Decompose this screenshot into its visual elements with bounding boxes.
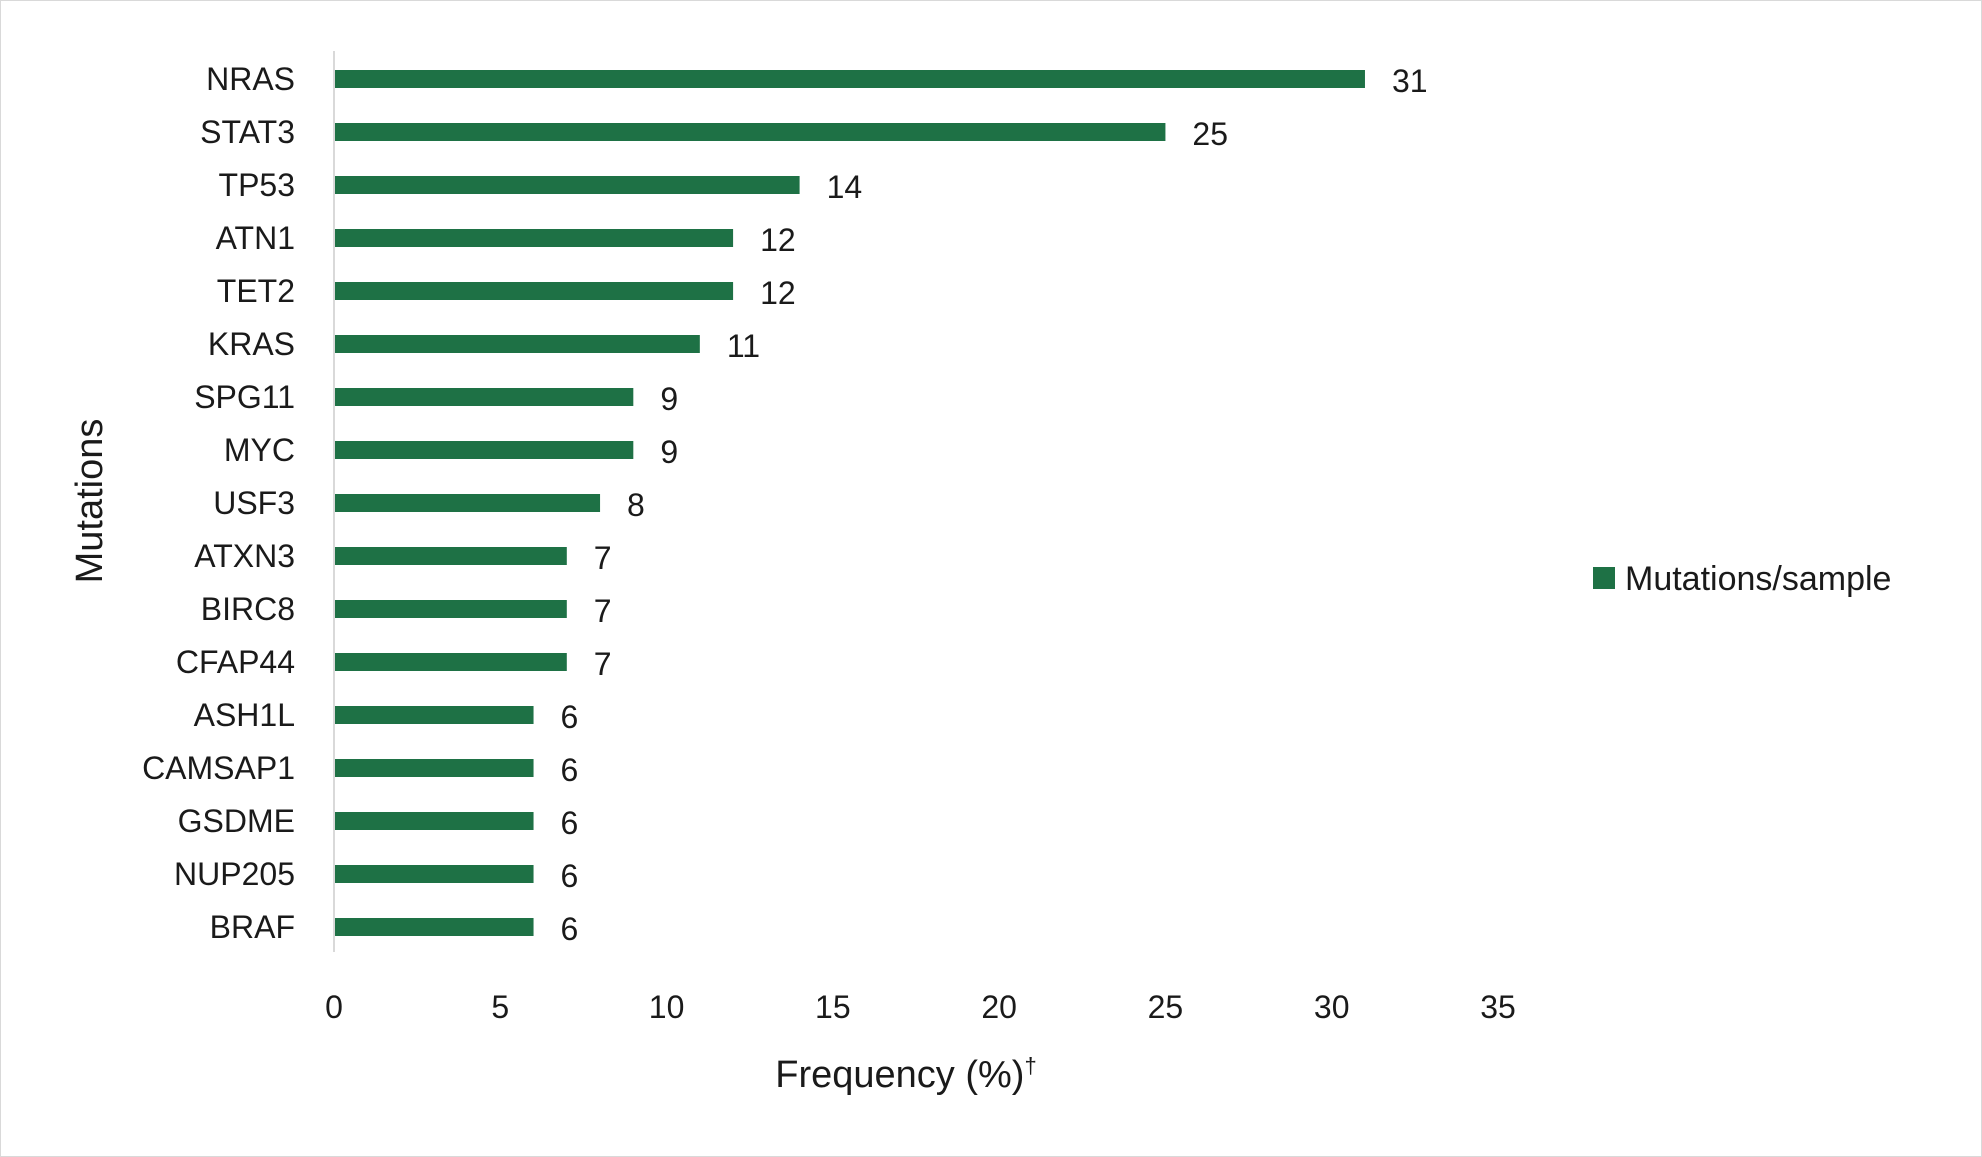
data-label: 8 xyxy=(627,487,645,523)
bar-kras xyxy=(334,335,700,353)
data-label: 12 xyxy=(760,222,796,258)
data-label: 6 xyxy=(561,805,579,841)
category-label: NRAS xyxy=(206,61,295,97)
bar-gsdme xyxy=(334,812,534,830)
category-label: BIRC8 xyxy=(201,591,295,627)
bar-myc xyxy=(334,441,634,459)
data-label: 6 xyxy=(561,858,579,894)
x-tick-label: 0 xyxy=(325,989,343,1025)
category-label: KRAS xyxy=(208,326,295,362)
x-tick-label: 25 xyxy=(1148,989,1184,1025)
category-labels: NRAS STAT3 TP53 ATN1 TET2 KRAS SPG11 MYC USF3 ATX… xyxy=(142,61,295,945)
x-axis-title-superscript: † xyxy=(1024,1053,1036,1078)
bar-tet2 xyxy=(334,282,734,300)
category-label: BRAF xyxy=(210,909,295,945)
bar-nup205 xyxy=(334,865,534,883)
category-label: CFAP44 xyxy=(176,644,295,680)
legend-swatch xyxy=(1593,567,1615,589)
y-axis-title: Mutations xyxy=(69,419,111,584)
legend-label: Mutations/sample xyxy=(1625,560,1891,598)
data-label: 9 xyxy=(660,381,678,417)
bar-cfap44 xyxy=(334,653,567,671)
data-label: 11 xyxy=(727,328,760,364)
data-label: 25 xyxy=(1192,116,1228,152)
category-label: TET2 xyxy=(217,273,295,309)
category-label: MYC xyxy=(224,432,295,468)
x-axis-title-text: Frequency (%) xyxy=(775,1054,1024,1096)
data-label: 12 xyxy=(760,275,796,311)
data-label: 7 xyxy=(594,593,612,629)
bar-usf3 xyxy=(334,494,601,512)
category-label: ATN1 xyxy=(216,220,295,256)
data-label: 7 xyxy=(594,646,612,682)
category-label: TP53 xyxy=(219,167,295,203)
category-label: CAMSAP1 xyxy=(142,750,295,786)
x-tick-label: 30 xyxy=(1314,989,1350,1025)
legend: Mutations/sample xyxy=(1593,560,1891,598)
data-label: 6 xyxy=(561,752,579,788)
bar-nras xyxy=(334,70,1365,88)
bar-ash1l xyxy=(334,706,534,724)
data-label: 14 xyxy=(827,169,863,205)
category-label: ASH1L xyxy=(194,697,295,733)
data-label: 7 xyxy=(594,540,612,576)
data-label: 6 xyxy=(561,699,579,735)
x-tick-label: 5 xyxy=(491,989,509,1025)
x-tick-label: 35 xyxy=(1480,989,1516,1025)
bar-stat3 xyxy=(334,123,1166,141)
bars-layer xyxy=(334,70,1365,936)
bar-camsap1 xyxy=(334,759,534,777)
category-label: GSDME xyxy=(178,803,295,839)
category-label: NUP205 xyxy=(174,856,295,892)
bar-braf xyxy=(334,918,534,936)
bar-tp53 xyxy=(334,176,800,194)
data-label: 6 xyxy=(561,911,579,947)
category-label: SPG11 xyxy=(194,379,295,415)
category-label: USF3 xyxy=(213,485,295,521)
x-tick-labels: 0 5 10 15 20 25 30 35 xyxy=(325,989,1516,1025)
data-label: 31 xyxy=(1392,63,1428,99)
category-label: ATXN3 xyxy=(194,538,295,574)
bar-birc8 xyxy=(334,600,567,618)
bar-spg11 xyxy=(334,388,634,406)
x-axis-title: Frequency (%)† xyxy=(775,1053,1036,1096)
bar-atxn3 xyxy=(334,547,567,565)
category-label: STAT3 xyxy=(200,114,295,150)
x-tick-label: 15 xyxy=(815,989,851,1025)
data-label: 9 xyxy=(660,434,678,470)
bar-atn1 xyxy=(334,229,734,247)
x-tick-label: 10 xyxy=(649,989,685,1025)
x-tick-label: 20 xyxy=(981,989,1017,1025)
